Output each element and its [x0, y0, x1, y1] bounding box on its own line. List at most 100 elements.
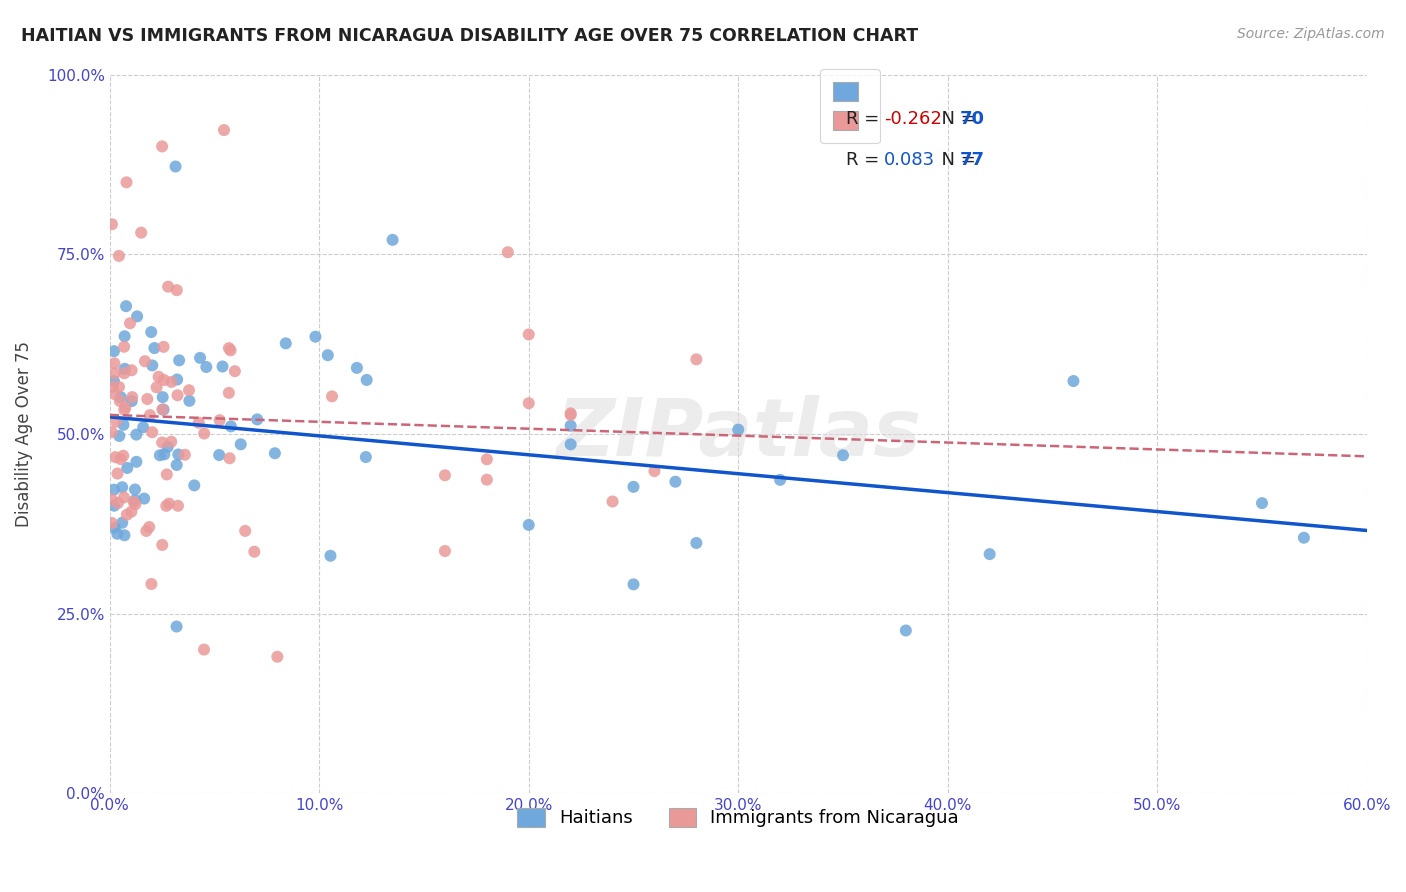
- Point: [356, 373, 378, 387]
- Point: [129, 226, 152, 240]
- Point: [121, 363, 143, 377]
- Point: [166, 619, 188, 633]
- Point: [212, 123, 235, 137]
- Point: [165, 160, 187, 174]
- Point: [219, 419, 242, 434]
- Point: [120, 505, 142, 519]
- Text: 77: 77: [960, 151, 984, 169]
- Point: [381, 233, 404, 247]
- Point: [104, 450, 127, 464]
- Point: [101, 516, 124, 530]
- Point: [155, 499, 177, 513]
- Point: [121, 394, 143, 409]
- Point: [160, 375, 183, 389]
- Point: [111, 516, 134, 530]
- Point: [218, 385, 240, 400]
- Point: [218, 451, 240, 466]
- Point: [111, 480, 134, 494]
- Point: [685, 536, 707, 550]
- Point: [101, 380, 124, 394]
- Text: -0.262: -0.262: [884, 110, 942, 128]
- Point: [112, 366, 135, 380]
- Point: [135, 524, 157, 538]
- Point: [150, 139, 173, 153]
- Point: [105, 415, 128, 429]
- Point: [160, 434, 183, 449]
- Point: [104, 366, 127, 380]
- Text: Source: ZipAtlas.com: Source: ZipAtlas.com: [1237, 27, 1385, 41]
- Text: 70: 70: [960, 110, 984, 128]
- Point: [157, 279, 180, 293]
- Point: [149, 448, 172, 462]
- Point: [685, 352, 707, 367]
- Point: [115, 175, 138, 189]
- Point: [112, 449, 135, 463]
- Point: [122, 495, 145, 509]
- Point: [107, 496, 129, 510]
- Text: N =: N =: [931, 110, 981, 128]
- Point: [560, 437, 582, 451]
- Point: [101, 492, 124, 507]
- Point: [134, 354, 156, 368]
- Point: [321, 389, 343, 403]
- Point: [769, 473, 792, 487]
- Point: [560, 408, 582, 422]
- Point: [304, 329, 326, 343]
- Point: [134, 491, 156, 506]
- Point: [108, 249, 131, 263]
- Point: [114, 401, 136, 415]
- Point: [560, 418, 582, 433]
- Point: [1251, 496, 1274, 510]
- Point: [496, 245, 519, 260]
- Point: [110, 390, 132, 404]
- Point: [266, 649, 288, 664]
- Point: [218, 341, 240, 355]
- Point: [108, 394, 131, 409]
- Point: [108, 380, 131, 394]
- Point: [117, 461, 139, 475]
- Point: [145, 380, 167, 394]
- Legend: Haitians, Immigrants from Nicaragua: Haitians, Immigrants from Nicaragua: [510, 800, 966, 835]
- Point: [183, 478, 205, 492]
- Point: [101, 425, 124, 439]
- Point: [643, 464, 665, 478]
- Point: [121, 390, 143, 404]
- Point: [517, 517, 540, 532]
- Point: [132, 420, 155, 434]
- Point: [108, 429, 131, 443]
- Point: [246, 412, 269, 426]
- Point: [179, 393, 201, 408]
- Point: [346, 360, 368, 375]
- Point: [112, 340, 135, 354]
- Point: [143, 341, 166, 355]
- Point: [167, 447, 190, 461]
- Point: [150, 402, 173, 417]
- Point: [138, 520, 160, 534]
- Point: [727, 423, 749, 437]
- Point: [136, 392, 159, 406]
- Point: [602, 494, 624, 508]
- Point: [195, 359, 218, 374]
- Point: [141, 425, 163, 440]
- Point: [166, 388, 188, 402]
- Point: [153, 447, 176, 461]
- Point: [475, 452, 498, 467]
- Point: [229, 437, 252, 451]
- Point: [150, 538, 173, 552]
- Y-axis label: Disability Age Over 75: Disability Age Over 75: [15, 341, 32, 527]
- Point: [141, 359, 163, 373]
- Point: [103, 344, 125, 359]
- Point: [103, 499, 125, 513]
- Point: [156, 440, 179, 454]
- Point: [112, 402, 135, 417]
- Text: ZIPatlas: ZIPatlas: [555, 395, 921, 473]
- Point: [156, 467, 179, 482]
- Point: [894, 624, 917, 638]
- Point: [105, 526, 128, 541]
- Text: R =: R =: [846, 151, 891, 169]
- Point: [243, 545, 266, 559]
- Point: [623, 480, 645, 494]
- Point: [316, 348, 339, 362]
- Point: [115, 508, 138, 522]
- Point: [127, 310, 149, 324]
